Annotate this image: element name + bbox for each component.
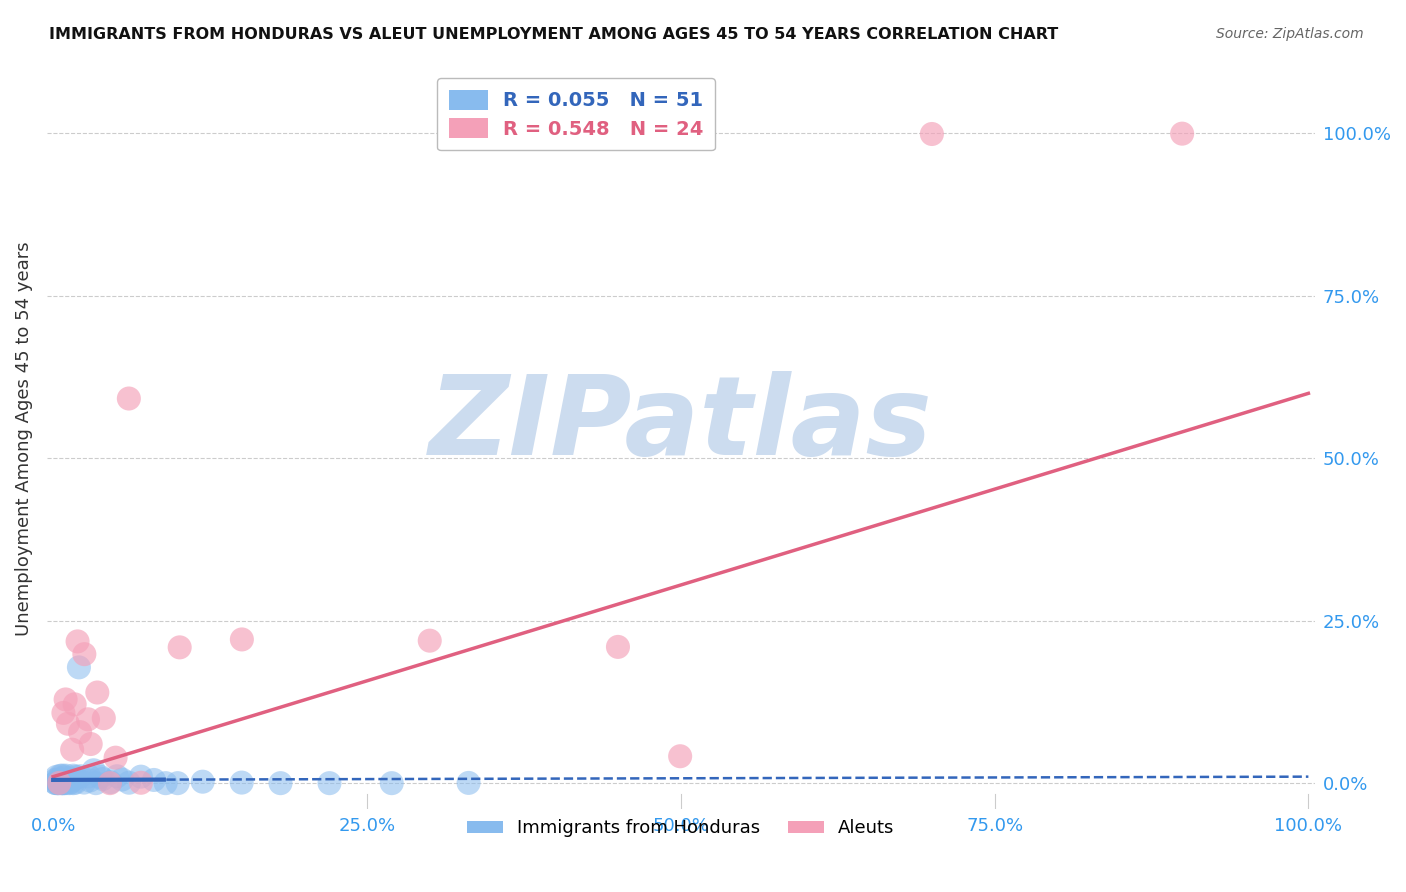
Point bbox=[62, 769, 84, 783]
Point bbox=[65, 775, 87, 789]
Point bbox=[166, 776, 188, 790]
Point bbox=[155, 776, 177, 790]
Point bbox=[77, 712, 100, 726]
Point bbox=[63, 698, 86, 712]
Point bbox=[45, 772, 67, 787]
Text: Source: ZipAtlas.com: Source: ZipAtlas.com bbox=[1216, 27, 1364, 41]
Point bbox=[318, 776, 340, 790]
Point bbox=[270, 776, 292, 790]
Point bbox=[89, 770, 111, 784]
Point bbox=[51, 776, 73, 790]
Point bbox=[231, 632, 253, 647]
Point bbox=[93, 711, 115, 725]
Point bbox=[77, 769, 100, 783]
Point bbox=[62, 776, 84, 790]
Point bbox=[169, 640, 191, 655]
Point bbox=[79, 773, 101, 788]
Point bbox=[104, 750, 127, 764]
Point bbox=[118, 775, 141, 789]
Point bbox=[48, 776, 70, 790]
Text: IMMIGRANTS FROM HONDURAS VS ALEUT UNEMPLOYMENT AMONG AGES 45 TO 54 YEARS CORRELA: IMMIGRANTS FROM HONDURAS VS ALEUT UNEMPL… bbox=[49, 27, 1059, 42]
Point bbox=[46, 772, 69, 787]
Point bbox=[58, 776, 80, 790]
Point bbox=[46, 776, 69, 790]
Point bbox=[49, 774, 72, 789]
Point bbox=[607, 640, 630, 654]
Point bbox=[80, 737, 103, 751]
Point bbox=[73, 647, 96, 661]
Point bbox=[59, 775, 82, 789]
Point bbox=[129, 776, 152, 790]
Point bbox=[100, 775, 122, 789]
Point bbox=[51, 768, 73, 782]
Point bbox=[55, 773, 77, 788]
Point bbox=[921, 127, 943, 141]
Point bbox=[129, 770, 152, 784]
Point bbox=[56, 716, 79, 731]
Point bbox=[98, 776, 121, 790]
Point bbox=[49, 769, 72, 783]
Point bbox=[55, 776, 77, 790]
Point bbox=[46, 776, 69, 790]
Legend: Immigrants from Honduras, Aleuts: Immigrants from Honduras, Aleuts bbox=[460, 812, 901, 845]
Point bbox=[52, 776, 75, 790]
Point bbox=[381, 776, 404, 790]
Point bbox=[105, 769, 128, 783]
Point bbox=[73, 775, 96, 789]
Point bbox=[55, 769, 77, 783]
Point bbox=[69, 769, 91, 783]
Point bbox=[49, 776, 72, 790]
Point bbox=[60, 742, 83, 756]
Point bbox=[669, 749, 692, 764]
Point bbox=[86, 685, 108, 699]
Point bbox=[111, 772, 134, 787]
Text: ZIPatlas: ZIPatlas bbox=[429, 370, 932, 477]
Point bbox=[52, 776, 75, 790]
Point bbox=[58, 772, 80, 787]
Point bbox=[62, 772, 84, 787]
Point bbox=[191, 774, 214, 789]
Point bbox=[46, 776, 69, 790]
Point bbox=[83, 764, 105, 778]
Point bbox=[52, 706, 75, 720]
Point bbox=[44, 776, 66, 790]
Point bbox=[67, 660, 90, 674]
Point bbox=[91, 772, 114, 786]
Point bbox=[66, 634, 89, 648]
Point bbox=[69, 725, 91, 739]
Point bbox=[53, 770, 76, 784]
Point bbox=[65, 770, 87, 784]
Y-axis label: Unemployment Among Ages 45 to 54 years: Unemployment Among Ages 45 to 54 years bbox=[15, 242, 32, 636]
Point bbox=[457, 776, 479, 790]
Point bbox=[231, 775, 253, 789]
Point bbox=[118, 392, 141, 406]
Point bbox=[45, 770, 67, 784]
Point bbox=[52, 773, 75, 788]
Point bbox=[142, 772, 165, 787]
Point bbox=[419, 633, 441, 648]
Point bbox=[55, 692, 77, 706]
Point bbox=[84, 776, 107, 790]
Point bbox=[44, 776, 66, 790]
Point bbox=[1171, 127, 1194, 141]
